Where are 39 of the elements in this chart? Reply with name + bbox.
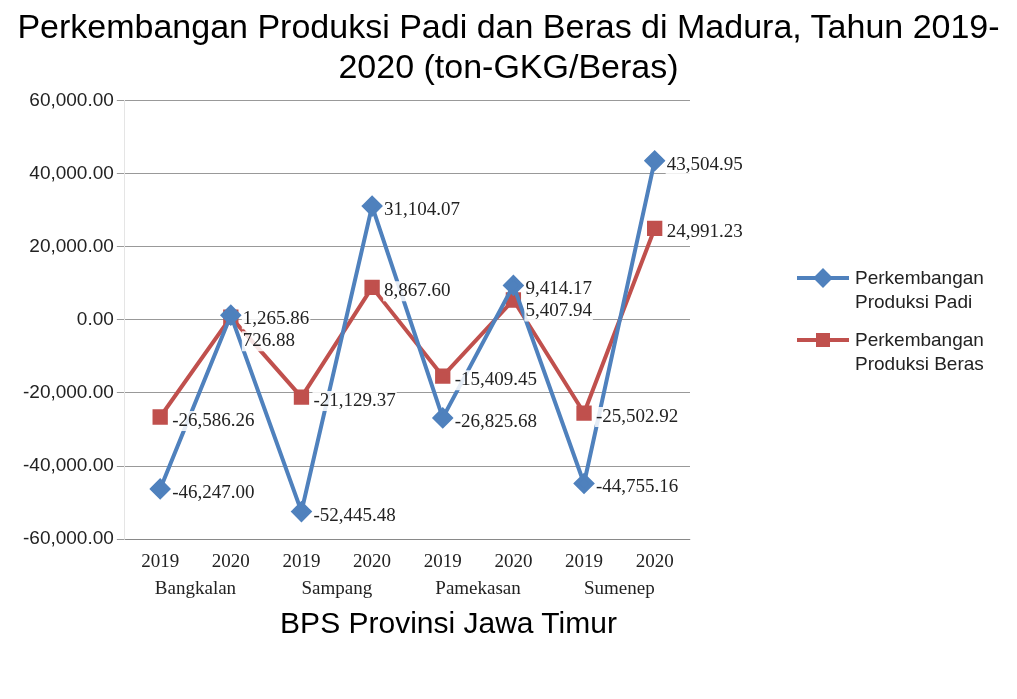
legend-label: Perkembangan Produksi Padi [854, 266, 985, 314]
text: Sumenep [584, 577, 655, 599]
data-label: -21,129.37 [313, 389, 396, 411]
legend-label: Perkembangan Produksi Beras [854, 328, 985, 376]
data-label: -15,409.45 [454, 368, 538, 390]
data-label: -26,586.26 [172, 409, 255, 430]
x-tick-label: 2020 [494, 549, 533, 571]
data-label: -46,247.00 [172, 480, 255, 502]
data-label: -44,755.16 [596, 475, 679, 497]
data-label: 8,867.60 [384, 279, 451, 301]
data-label: 9,414.17 [525, 277, 592, 299]
data-label: 726.88 [242, 329, 296, 351]
x-tick-label: 2020 [353, 549, 392, 571]
data-label: -25,502.92 [596, 405, 679, 427]
text: Pamekasan [435, 577, 522, 599]
data-label: 5,407.94 [525, 299, 593, 321]
text: BPS Provinsi Jawa Timur [279, 606, 618, 640]
data-label: 24,991.23 [666, 220, 743, 242]
y-tick-label: -60,000.00 [22, 527, 114, 549]
data-label: 31,104.07 [384, 198, 461, 220]
chart-title: Perkembangan Produksi Padi dan Beras di Madura, Tahun 2019-2020 (ton-GKG/Beras) [16, 6, 1001, 86]
x-tick-label: 2019 [565, 549, 604, 571]
x-tick-label: 2020 [211, 549, 250, 571]
text: Bangkalan [154, 577, 237, 599]
y-tick-label: -40,000.00 [22, 454, 114, 476]
data-label: -52,445.48 [313, 503, 396, 525]
y-tick-label: 60,000.00 [29, 88, 114, 110]
text: Sampang [301, 577, 373, 599]
y-tick-label: -20,000.00 [22, 381, 114, 403]
x-tick-label: 2019 [141, 549, 180, 571]
y-tick-label: 20,000.00 [29, 234, 114, 256]
data-label: 43,504.95 [666, 152, 743, 174]
x-tick-label: 2019 [423, 549, 462, 571]
data-label: 1,265.86 [242, 307, 310, 329]
y-tick-label: 0.00 [76, 308, 114, 330]
y-tick-label: 40,000.00 [29, 161, 114, 183]
x-tick-label: 2020 [635, 549, 674, 571]
x-tick-label: 2019 [282, 549, 321, 571]
data-label: -26,825.68 [454, 409, 538, 431]
